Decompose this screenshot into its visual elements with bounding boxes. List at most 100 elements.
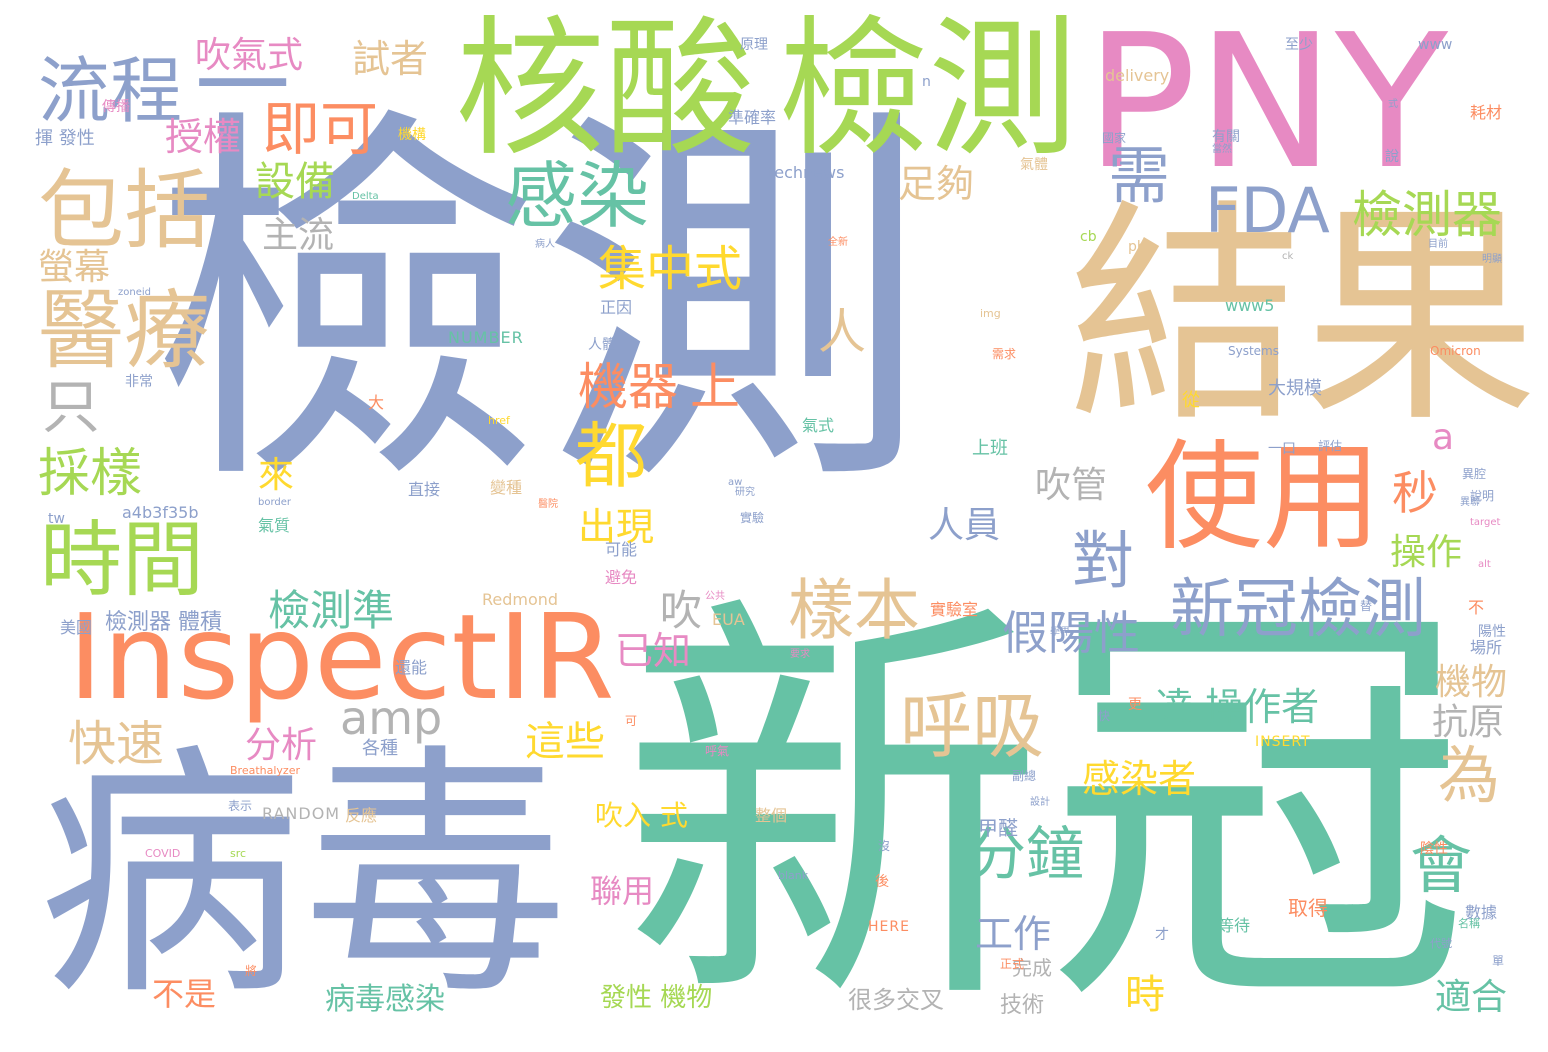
cloud-word: 取得 (1288, 896, 1328, 920)
cloud-word: 對 (1072, 524, 1135, 597)
cloud-word: 很多交叉 (848, 986, 944, 1014)
cloud-word: 包括 (38, 161, 210, 261)
cloud-word: 耗材 (1470, 103, 1503, 122)
cloud-word: 國家 (1102, 131, 1127, 145)
cloud-word: NUMBER (448, 328, 524, 347)
cloud-word: 實驗室 (930, 600, 979, 619)
cloud-word: 代號 (1430, 937, 1452, 950)
cloud-word: 呼吸 (900, 684, 1045, 768)
cloud-word: 機器 (578, 358, 678, 416)
cloud-word: INSERT (1255, 734, 1311, 750)
cloud-word: 表示 (228, 799, 253, 813)
cloud-word: 足夠 (898, 162, 975, 206)
cloud-word: 反應 (345, 806, 378, 825)
cloud-word: 研究 (735, 487, 755, 498)
cloud-word: 上 (690, 358, 740, 416)
cloud-word: 快 (1098, 709, 1111, 723)
cloud-word: 後 (875, 874, 889, 890)
cloud-word: 設備 (255, 159, 335, 205)
cloud-word: 大 (368, 393, 385, 412)
cloud-word: 式 (1388, 99, 1398, 110)
cloud-word: Omicron (1430, 344, 1481, 358)
cloud-word: 感染 (505, 154, 650, 238)
cloud-word: 新冠 (620, 565, 1470, 1052)
cloud-word: 人員 (928, 505, 1001, 546)
cloud-word: 才 (1155, 927, 1169, 943)
cloud-word: 醫療 (38, 281, 210, 381)
cloud-word: 完成 (1012, 956, 1052, 980)
cloud-word: 各種 (362, 738, 398, 759)
cloud-word: 來 (258, 455, 295, 496)
cloud-word: 可 (625, 714, 638, 728)
cloud-word: 公共 (705, 591, 725, 602)
cloud-word: cb (1080, 229, 1097, 245)
cloud-word: 工作 (975, 912, 1052, 956)
cloud-word: 呼氣 (705, 744, 730, 758)
cloud-word: 非常 (125, 374, 153, 390)
cloud-word: 吹 (660, 586, 703, 635)
cloud-word: Systems (1228, 344, 1279, 358)
cloud-word: 要求 (790, 649, 810, 660)
cloud-word: 人體 (588, 337, 616, 353)
cloud-word: 不 (1468, 598, 1485, 617)
cloud-word: 適合 (1435, 977, 1508, 1018)
cloud-word: 檢測器 (1352, 186, 1502, 244)
cloud-word: 螢幕 (38, 247, 111, 288)
cloud-word: 揮 發性 (35, 128, 95, 149)
cloud-word: 大規模 (1268, 378, 1322, 399)
cloud-word: 學界 (1050, 627, 1070, 638)
cloud-word: 可能 (605, 540, 638, 559)
cloud-word: FDA (1205, 174, 1330, 247)
cloud-word: 替 (1360, 599, 1373, 613)
cloud-word: 沒 (878, 839, 891, 853)
cloud-word: 為 (1438, 739, 1501, 812)
cloud-word: 快速 (68, 716, 165, 772)
cloud-word: 正因 (600, 298, 633, 317)
cloud-word: 操作 (1390, 532, 1463, 573)
cloud-word: 出現 (578, 505, 655, 549)
cloud-word: 說明 (1470, 489, 1495, 503)
cloud-word: 單 (1492, 954, 1505, 968)
cloud-word: 核酸 (455, 3, 756, 177)
cloud-word: 授權 (165, 115, 242, 159)
cloud-word: 變種 (490, 478, 523, 497)
cloud-word: 當然 (1212, 144, 1232, 155)
cloud-word: 名稱 (1458, 917, 1480, 930)
cloud-word: 假陽性 (1002, 606, 1140, 660)
cloud-word: 原理 (740, 37, 768, 53)
cloud-word: tw (48, 511, 65, 527)
cloud-word: 病毒感染 (325, 982, 445, 1017)
cloud-word: 更 (1128, 697, 1142, 713)
cloud-word: 場所 (1470, 638, 1503, 657)
cloud-word: 吹入 式 (595, 799, 688, 832)
cloud-word: href (488, 414, 510, 427)
cloud-word: 新冠檢測 (1170, 573, 1426, 647)
cloud-word: www5 (1225, 296, 1275, 315)
cloud-word: 一口 (1268, 441, 1296, 457)
cloud-word: 還能 (395, 658, 428, 677)
cloud-word: 時 (1125, 972, 1165, 1018)
cloud-word: 檢測 (778, 3, 1079, 177)
cloud-word: 這些 (525, 719, 605, 765)
cloud-word: 傳播 (102, 99, 130, 115)
cloud-word: 集中式 (598, 241, 743, 297)
cloud-word: 醫院 (538, 499, 558, 510)
cloud-word: 試者 (352, 37, 429, 81)
cloud-word: 機構 (398, 127, 426, 143)
cloud-word: www (1418, 37, 1453, 53)
cloud-word: 會 (1410, 829, 1473, 902)
cloud-word: 感染者 (1082, 757, 1197, 801)
cloud-word: a4b3f35b (122, 503, 199, 522)
cloud-word: EUA (712, 610, 745, 629)
cloud-word: src (230, 847, 247, 860)
cloud-word: php (1128, 239, 1155, 255)
cloud-word: 聯用 (590, 872, 655, 910)
cloud-word: 病人 (535, 239, 555, 250)
cloud-word: RANDOM (262, 804, 341, 823)
cloud-word: 需求 (992, 347, 1017, 361)
cloud-word: 副總 (1012, 769, 1037, 783)
cloud-word: 病毒 (38, 723, 568, 1031)
cloud-word: InspectIR (68, 588, 615, 726)
cloud-word: 陽性 (1478, 624, 1506, 640)
